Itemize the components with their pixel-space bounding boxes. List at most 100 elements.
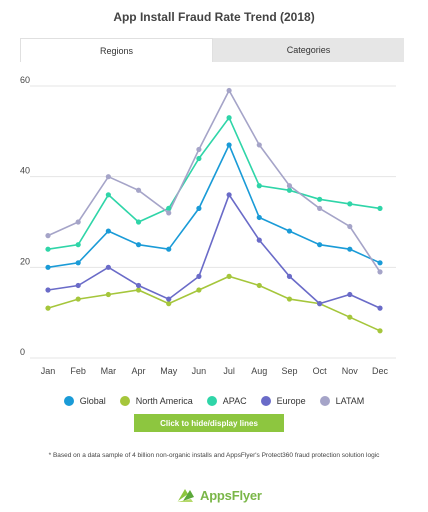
x-tick-label: Jul — [223, 366, 235, 376]
data-point-apac[interactable] — [135, 219, 142, 225]
series-line-north-america[interactable] — [47, 275, 381, 332]
data-point-north-america[interactable] — [75, 296, 81, 302]
data-point-europe[interactable] — [75, 282, 81, 289]
legend-swatch — [260, 396, 271, 406]
legend-label: Europe — [276, 396, 306, 406]
y-axis: 0 20 40 60 — [20, 75, 30, 357]
data-point-global[interactable] — [347, 246, 353, 252]
data-point-latam[interactable] — [135, 187, 142, 193]
grid — [30, 85, 396, 359]
data-point-north-america[interactable] — [166, 301, 172, 307]
data-point-europe[interactable] — [377, 305, 383, 311]
appsflyer-logo-icon — [177, 489, 194, 502]
data-point-europe[interactable] — [105, 264, 111, 270]
x-tick-label: Jan — [41, 366, 56, 376]
appsflyer-logo: AppsFlyer — [176, 484, 262, 506]
legend-swatch — [119, 396, 130, 406]
series-line-global[interactable] — [47, 142, 381, 269]
series-line-apac[interactable] — [47, 116, 381, 250]
data-point-global[interactable] — [135, 242, 142, 248]
legend-swatch — [63, 396, 74, 406]
legend-label: LATAM — [335, 396, 365, 406]
data-point-europe[interactable] — [166, 296, 172, 302]
data-point-global[interactable] — [317, 242, 323, 248]
data-point-apac[interactable] — [256, 183, 262, 189]
data-point-latam[interactable] — [256, 142, 262, 148]
data-point-latam[interactable] — [75, 219, 81, 225]
series-line-latam[interactable] — [47, 88, 381, 273]
data-point-europe[interactable] — [347, 291, 353, 298]
data-point-global[interactable] — [196, 205, 202, 211]
data-point-global[interactable] — [75, 260, 81, 266]
data-point-europe[interactable] — [196, 273, 202, 279]
legend-label: North America — [135, 396, 193, 406]
data-point-north-america[interactable] — [135, 287, 142, 293]
legend-item-europe[interactable]: Europe — [260, 396, 306, 406]
data-point-apac[interactable] — [45, 246, 51, 252]
x-tick-label: May — [160, 366, 178, 376]
data-point-latam[interactable] — [377, 269, 383, 275]
x-tick-label: Apr — [132, 366, 146, 376]
data-point-global[interactable] — [286, 228, 293, 234]
legend-item-latam[interactable]: LATAM — [319, 396, 365, 406]
data-point-north-america[interactable] — [347, 314, 353, 320]
x-tick-label: Mar — [101, 366, 117, 376]
data-point-apac[interactable] — [377, 205, 383, 211]
data-point-latam[interactable] — [226, 87, 232, 94]
toggle-lines-button[interactable]: Click to hide/display lines — [134, 414, 284, 432]
series-line-europe[interactable] — [47, 193, 381, 309]
data-point-apac[interactable] — [196, 155, 202, 162]
x-tick-label: Feb — [70, 366, 86, 376]
data-point-latam[interactable] — [105, 174, 111, 180]
data-point-latam[interactable] — [286, 183, 293, 189]
data-point-latam[interactable] — [166, 210, 172, 216]
data-point-global[interactable] — [105, 228, 111, 234]
data-point-apac[interactable] — [105, 192, 111, 198]
data-point-north-america[interactable] — [196, 287, 202, 293]
data-point-europe[interactable] — [226, 192, 232, 198]
data-point-europe[interactable] — [45, 287, 51, 293]
data-point-latam[interactable] — [45, 233, 51, 239]
data-point-north-america[interactable] — [105, 291, 111, 298]
data-point-global[interactable] — [45, 264, 51, 270]
data-point-latam[interactable] — [347, 223, 353, 230]
x-tick-label: Jun — [192, 366, 207, 376]
data-point-apac[interactable] — [75, 242, 81, 248]
data-point-global[interactable] — [377, 260, 383, 266]
x-tick-label: Nov — [342, 366, 359, 376]
data-point-latam[interactable] — [317, 205, 323, 211]
legend-item-apac[interactable]: APAC — [206, 396, 247, 406]
legend-label: APAC — [222, 396, 247, 406]
data-point-apac[interactable] — [286, 187, 293, 193]
legend: Global North America APAC Europe LATAM — [0, 393, 428, 409]
data-point-north-america[interactable] — [256, 282, 262, 289]
legend-item-global[interactable]: Global — [63, 396, 106, 406]
y-tick-label: 20 — [20, 256, 30, 266]
data-point-apac[interactable] — [226, 115, 232, 121]
legend-item-north-america[interactable]: North America — [119, 396, 193, 406]
data-point-north-america[interactable] — [226, 273, 232, 279]
x-axis: Jan Feb Mar Apr May Jun Jul Aug Sep Oct Nov Dec — [41, 366, 389, 376]
data-point-global[interactable] — [166, 246, 172, 252]
data-point-europe[interactable] — [317, 301, 323, 307]
data-point-europe[interactable] — [256, 237, 262, 243]
data-point-north-america[interactable] — [377, 328, 383, 334]
data-point-north-america[interactable] — [286, 296, 293, 302]
tab-categories[interactable]: Categories — [286, 45, 331, 55]
data-point-north-america[interactable] — [45, 305, 51, 311]
x-tick-label: Sep — [281, 366, 297, 376]
series-points — [45, 87, 383, 334]
footnote: * Based on a data sample of 4 billion no… — [48, 452, 380, 459]
tab-regions[interactable]: Regions — [20, 38, 213, 62]
data-point-apac[interactable] — [166, 205, 172, 211]
legend-swatch — [319, 396, 330, 406]
data-point-europe[interactable] — [135, 282, 142, 289]
data-point-apac[interactable] — [347, 201, 353, 207]
data-point-latam[interactable] — [196, 146, 202, 153]
y-tick-label: 60 — [20, 75, 30, 85]
data-point-europe[interactable] — [286, 273, 293, 279]
x-tick-label: Aug — [251, 366, 267, 376]
data-point-global[interactable] — [226, 142, 232, 148]
data-point-global[interactable] — [256, 214, 262, 221]
data-point-apac[interactable] — [317, 196, 323, 202]
